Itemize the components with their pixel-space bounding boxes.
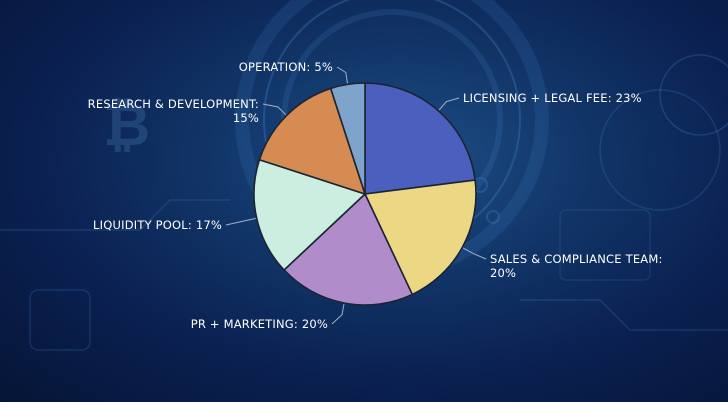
slice-label-liquidity-pool: LIQUIDITY POOL: 17% (93, 218, 222, 232)
slice-label-licensing-legal-fee: LICENSING + LEGAL FEE: 23% (463, 91, 642, 105)
slice-label-research-development: RESEARCH & DEVELOPMENT: (88, 97, 259, 111)
slice-label-sales-compliance-team-line2: 20% (490, 266, 516, 280)
bitcoin-watermark-icon: ₿ (103, 91, 150, 159)
pie-slice-licensing-legal-fee (364, 82, 477, 195)
leader-line-operation (336, 66, 348, 84)
leader-line-sales-compliance-team (462, 247, 487, 260)
leader-line-research-development (262, 103, 287, 116)
leader-line-licensing-legal-fee (438, 97, 460, 111)
slice-labels: LICENSING + LEGAL FEE: 23% SALES & COMPLI… (88, 60, 663, 331)
slice-label-research-development-line2: 15% (233, 111, 259, 125)
leader-line-liquidity-pool (225, 217, 256, 226)
pie-slice-operation (329, 82, 366, 195)
slice-label-sales-compliance-team: SALES & COMPLIANCE TEAM: (490, 252, 663, 266)
pie-slice-sales-compliance-team (363, 179, 477, 296)
slice-label-operation: OPERATION: 5% (239, 60, 333, 74)
slice-label-pr-marketing: PR + MARKETING: 20% (191, 317, 328, 331)
leader-line-pr-marketing (331, 303, 345, 325)
pie-slice-pr-marketing (282, 192, 414, 306)
pie-slice-liquidity-pool (253, 158, 367, 272)
pie-slices (253, 82, 477, 306)
